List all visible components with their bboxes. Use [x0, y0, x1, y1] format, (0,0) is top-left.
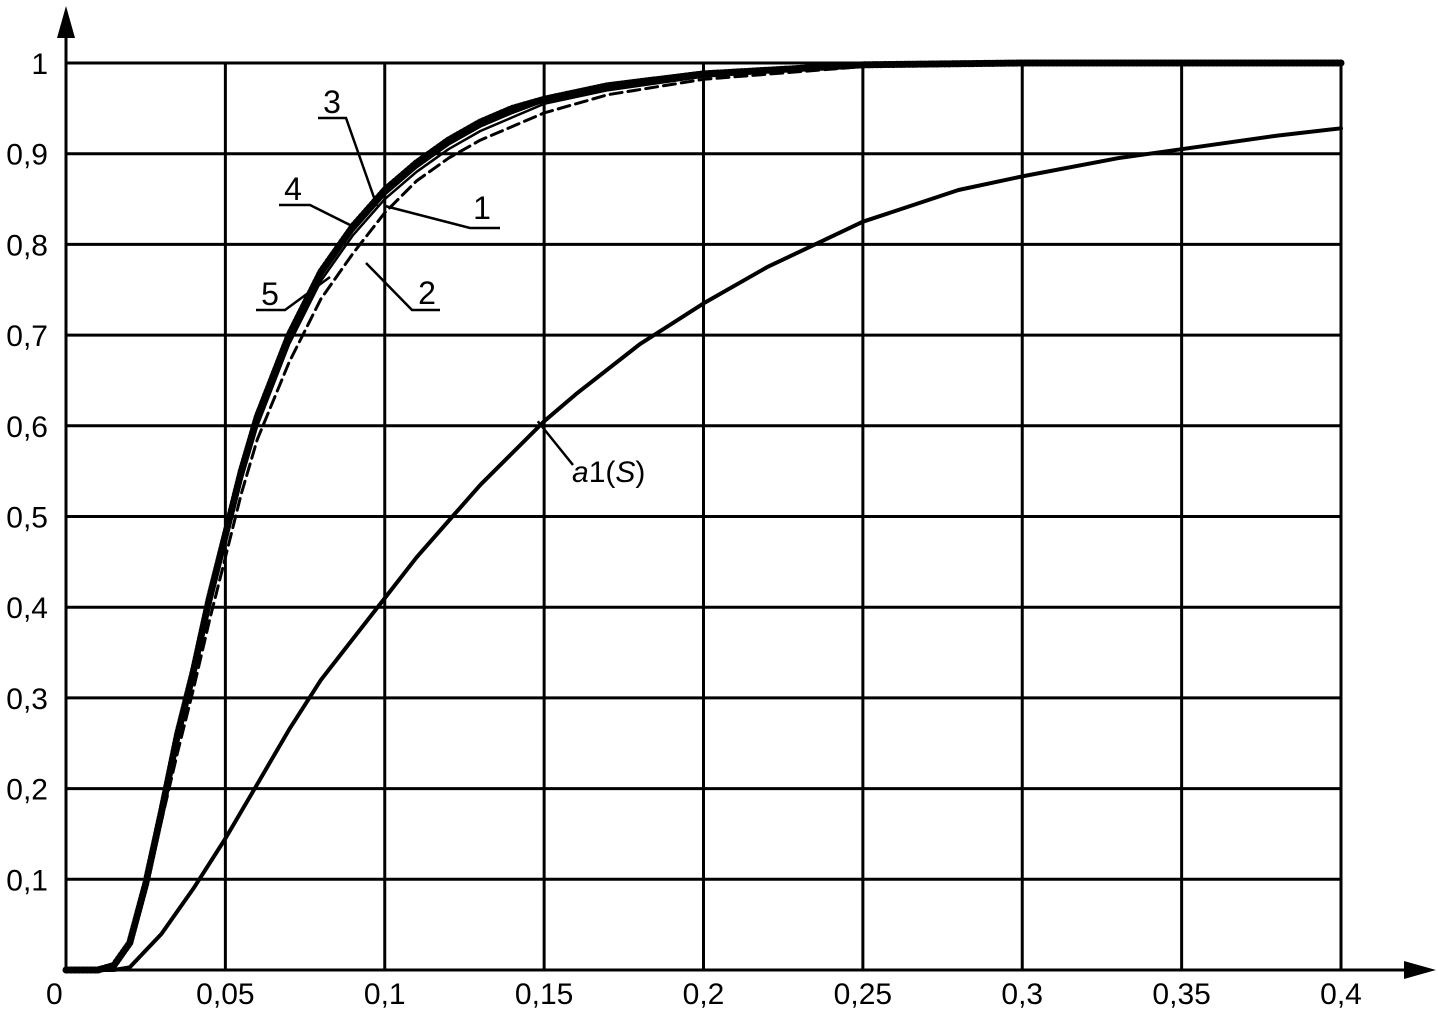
x-tick-label: 0,15: [515, 978, 573, 1011]
annotation-a1s-var-a: a: [572, 456, 589, 489]
y-tick-label: 0,5: [6, 502, 48, 535]
annotation-leader-2: [365, 262, 440, 312]
axes: [57, 6, 1436, 979]
y-tick-label: 1: [31, 48, 48, 81]
series-group: [62, 59, 1345, 974]
series-line-a1S: [64, 126, 1343, 972]
x-tick-label: 0,05: [196, 978, 254, 1011]
y-tick-label: 0,6: [6, 411, 48, 444]
annotation-leader-4: [279, 203, 353, 228]
x-tick-label: 0,35: [1152, 978, 1210, 1011]
x-tick-label: 0,25: [834, 978, 892, 1011]
series-line-5: [64, 61, 1343, 972]
annotation-label-3: 3: [323, 84, 341, 120]
x-axis-arrow-icon: [1404, 961, 1436, 979]
y-tick-label: 0,7: [6, 320, 48, 353]
y-tick-label: 0,9: [6, 139, 48, 172]
annotation-label-1: 1: [473, 190, 491, 226]
x-tick-label: 0,3: [1001, 978, 1043, 1011]
y-tick-label: 0,4: [6, 592, 48, 625]
y-tick-label: 0,3: [6, 683, 48, 716]
x-tick-label: 0,1: [364, 978, 406, 1011]
annotation-leader-3: [318, 116, 379, 207]
annotation-a1s-close: ): [635, 456, 645, 489]
annotation-a1s-var-s: S: [615, 456, 635, 489]
annotation-label-a1s: a1(S): [572, 456, 645, 489]
grid: [66, 61, 1343, 970]
annotation-a1s-index: 1(: [589, 456, 616, 489]
x-tick-label: 0,2: [683, 978, 725, 1011]
tick-labels: 0 0,05 0,1 0,15 0,2 0,25 0,3 0,35 0,4 0,1 0,2 0,3 0…: [6, 48, 1362, 1011]
y-tick-label: 0,8: [6, 229, 48, 262]
origin-label: 0: [46, 978, 63, 1011]
annotation-leader-a1s: [536, 420, 574, 466]
y-tick-label: 0,1: [6, 864, 48, 897]
x-tick-label: 0,4: [1320, 978, 1362, 1011]
annotations: 3 4 1 5 2 a1(S): [256, 84, 645, 489]
annotation-leader-1: [384, 204, 500, 230]
annotation-leader-5: [256, 275, 331, 312]
annotation-label-4: 4: [284, 171, 302, 207]
annotation-label-2: 2: [418, 275, 436, 311]
y-axis-arrow-icon: [57, 6, 75, 38]
annotation-label-5: 5: [261, 276, 279, 312]
y-tick-label: 0,2: [6, 774, 48, 807]
